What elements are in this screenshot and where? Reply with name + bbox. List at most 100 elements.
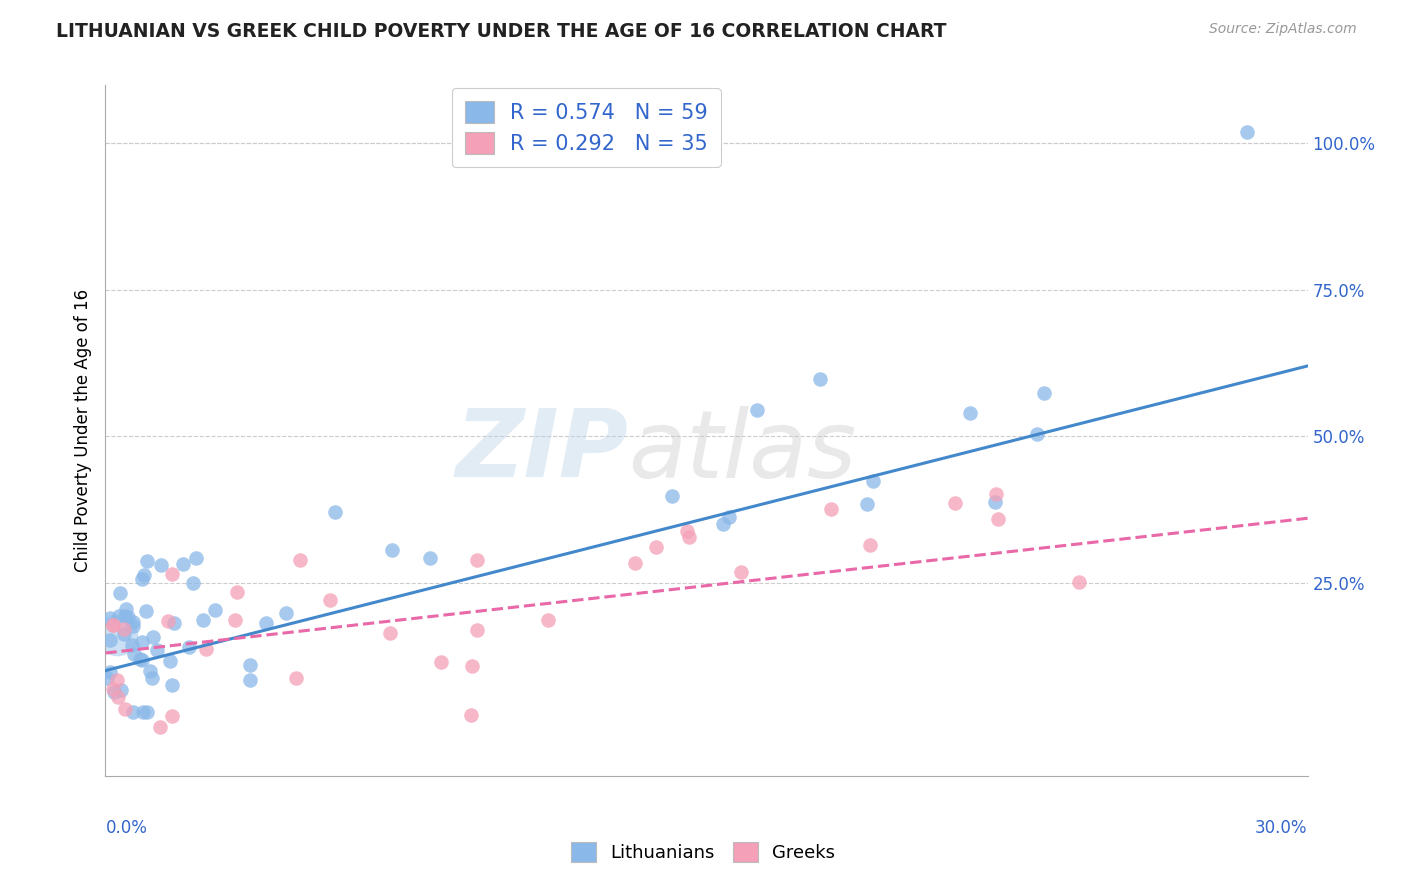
Point <box>145 643 167 657</box>
Point <box>108 609 131 624</box>
Point <box>163 616 186 631</box>
Point <box>172 557 194 571</box>
Point <box>661 489 683 503</box>
Point <box>122 615 145 629</box>
Point <box>103 618 125 632</box>
Point <box>117 609 139 624</box>
Text: 0.0%: 0.0% <box>105 819 148 837</box>
Point <box>131 635 153 649</box>
Point <box>319 593 342 607</box>
Point <box>290 553 312 567</box>
Point <box>132 705 155 719</box>
Point <box>204 602 226 616</box>
Point <box>131 653 153 667</box>
Point <box>107 628 129 642</box>
Point <box>430 655 453 669</box>
Point <box>141 672 163 686</box>
Point <box>103 681 125 696</box>
Point <box>114 609 136 624</box>
Point <box>136 705 159 719</box>
Point <box>194 642 217 657</box>
Point <box>112 626 135 640</box>
Legend: Lithuanians, Greeks: Lithuanians, Greeks <box>564 835 842 870</box>
Point <box>134 567 156 582</box>
Point <box>711 516 734 531</box>
Point <box>987 512 1010 526</box>
Point <box>183 575 205 590</box>
Point <box>859 538 882 552</box>
Point <box>107 690 129 705</box>
Point <box>820 501 842 516</box>
Point <box>239 673 262 687</box>
Point <box>129 652 152 666</box>
Text: Source: ZipAtlas.com: Source: ZipAtlas.com <box>1209 22 1357 37</box>
Point <box>855 497 877 511</box>
Legend: R = 0.574   N = 59, R = 0.292   N = 35: R = 0.574 N = 59, R = 0.292 N = 35 <box>451 88 721 167</box>
Point <box>537 613 560 627</box>
Point <box>959 406 981 420</box>
Point <box>112 623 135 637</box>
Point <box>381 543 404 558</box>
Point <box>460 708 482 723</box>
Text: 30.0%: 30.0% <box>1256 819 1308 837</box>
Point <box>678 530 700 544</box>
Point <box>160 709 183 723</box>
Point <box>193 613 215 627</box>
Point <box>110 682 132 697</box>
Point <box>131 572 153 586</box>
Point <box>239 657 262 672</box>
Point <box>1067 574 1090 589</box>
Text: ZIP: ZIP <box>456 405 628 497</box>
Point <box>135 604 157 618</box>
Point <box>149 558 172 572</box>
Point <box>1236 125 1258 139</box>
Point <box>162 566 184 581</box>
Point <box>745 403 768 417</box>
Point <box>115 602 138 616</box>
Point <box>139 665 162 679</box>
Point <box>124 647 146 661</box>
Point <box>943 496 966 510</box>
Point <box>1026 426 1049 441</box>
Point <box>121 619 143 633</box>
Point <box>717 510 740 524</box>
Point <box>186 551 208 566</box>
Point <box>149 720 172 734</box>
Point <box>461 658 484 673</box>
Point <box>862 474 884 488</box>
Point <box>419 551 441 566</box>
Point <box>98 611 121 625</box>
Point <box>730 566 752 580</box>
Point <box>114 702 136 716</box>
Y-axis label: Child Poverty Under the Age of 16: Child Poverty Under the Age of 16 <box>73 289 91 572</box>
Point <box>675 524 697 538</box>
Point <box>177 640 200 655</box>
Point <box>103 685 125 699</box>
Point <box>160 678 183 692</box>
Point <box>103 618 125 632</box>
Point <box>142 630 165 644</box>
Point <box>156 614 179 628</box>
Point <box>465 552 488 566</box>
Point <box>122 705 145 719</box>
Text: atlas: atlas <box>628 406 856 497</box>
Point <box>108 586 131 600</box>
Point <box>984 487 1007 501</box>
Point <box>323 505 346 519</box>
Text: LITHUANIAN VS GREEK CHILD POVERTY UNDER THE AGE OF 16 CORRELATION CHART: LITHUANIAN VS GREEK CHILD POVERTY UNDER … <box>56 22 946 41</box>
Point <box>225 584 247 599</box>
Point <box>159 655 181 669</box>
Point <box>624 557 647 571</box>
Point <box>136 554 159 568</box>
Point <box>274 606 297 620</box>
Point <box>254 616 277 631</box>
Point <box>465 624 488 638</box>
Point <box>98 665 121 680</box>
Point <box>1033 386 1056 401</box>
Point <box>380 626 402 640</box>
Point <box>98 633 121 648</box>
Point <box>285 672 308 686</box>
Point <box>645 541 668 555</box>
Point <box>808 372 831 386</box>
Point <box>224 613 246 627</box>
